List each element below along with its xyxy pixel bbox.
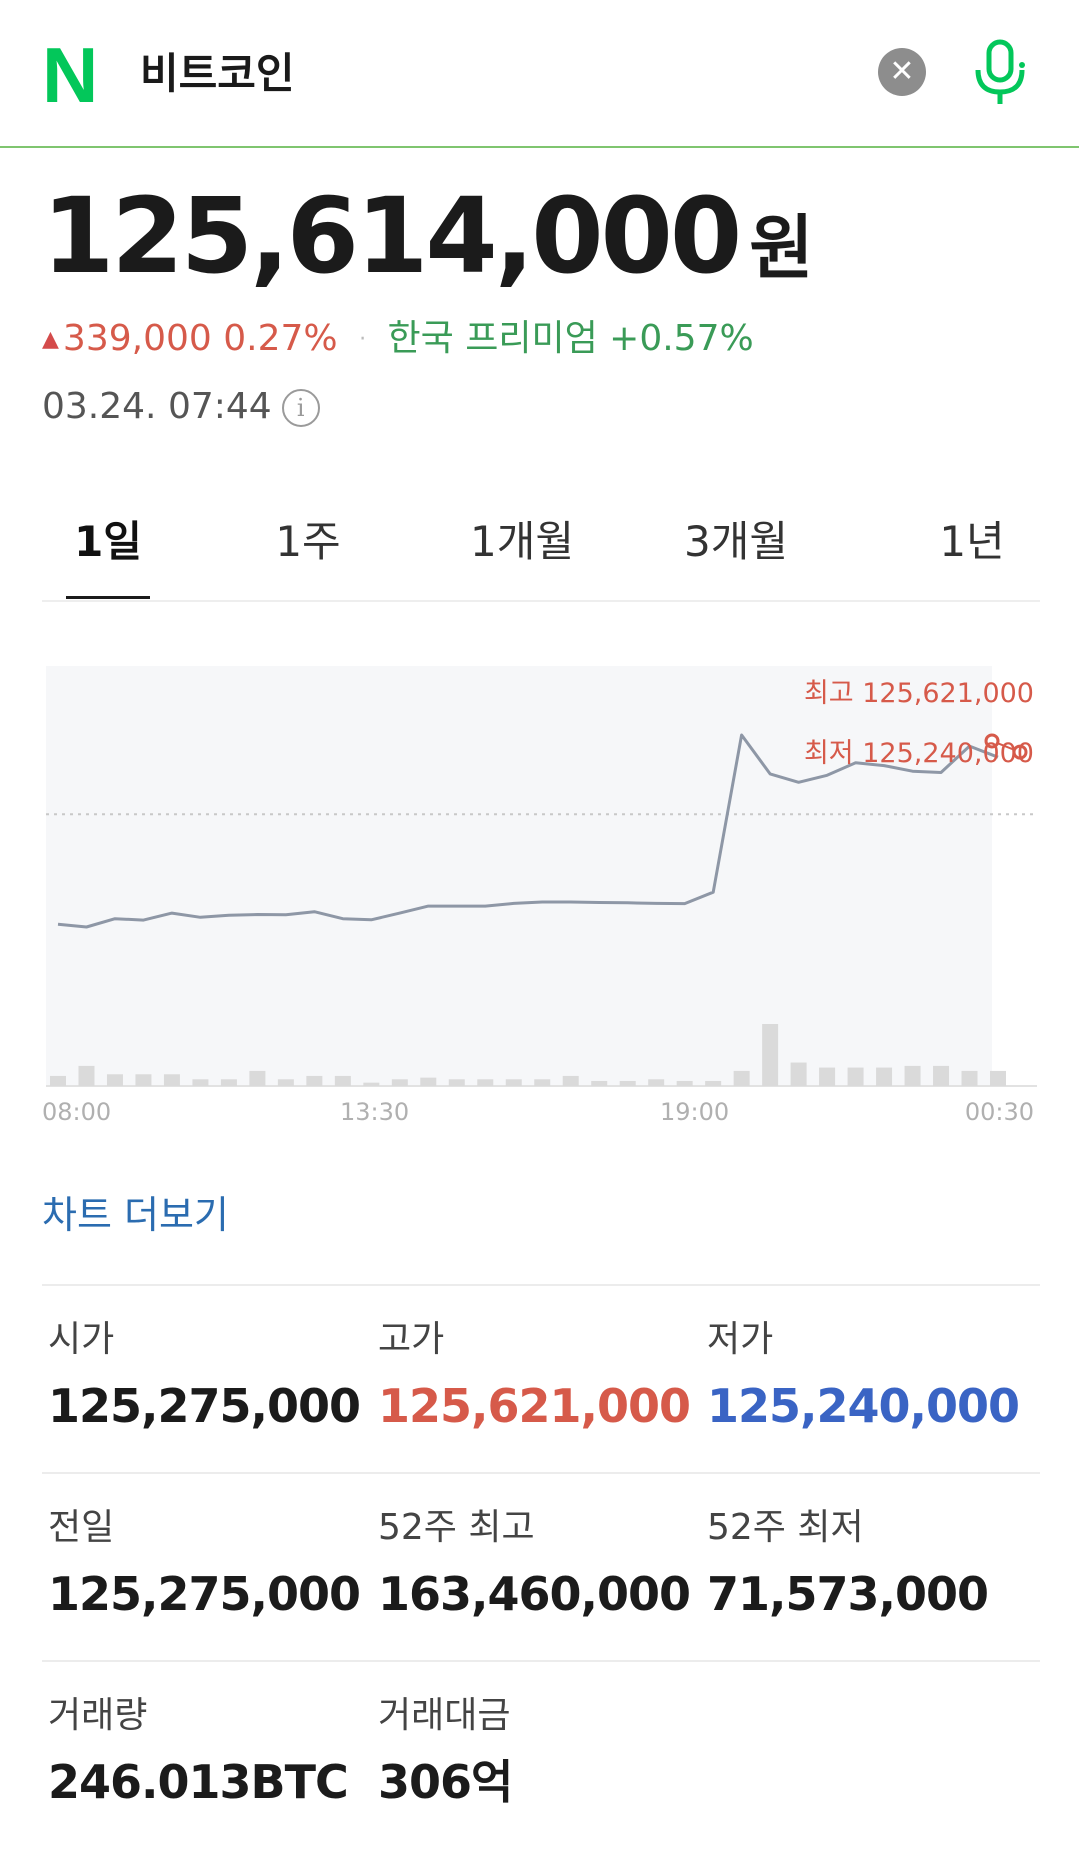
stat-52w-low-value: 71,573,000 — [707, 1567, 989, 1621]
volume-bar — [705, 1080, 722, 1086]
stat-low-value: 125,240,000 — [707, 1379, 1020, 1433]
volume-bar — [591, 1080, 608, 1086]
volume-bar — [220, 1079, 237, 1086]
volume-bar — [448, 1079, 465, 1086]
active-tab-underline — [66, 596, 150, 599]
volume-bar — [534, 1079, 551, 1086]
separator-dot: · — [359, 327, 367, 352]
stat-52w-low: 52주 최저 71,573,000 — [707, 1504, 989, 1624]
stat-52w-high-label: 52주 최고 — [378, 1507, 535, 1548]
volume-bar — [135, 1074, 152, 1086]
tab-1week[interactable]: 1주 — [275, 517, 341, 566]
timestamp-row: 03.24. 07:44 i — [42, 384, 320, 430]
price-chart[interactable]: 최고 125,621,000 최저 125,240,000 08:00 13:30 19… — [42, 660, 1042, 1130]
tab-3months[interactable]: 3개월 — [683, 517, 788, 566]
tab-1year[interactable]: 1년 — [939, 517, 1005, 566]
stat-52w-high: 52주 최고 163,460,000 — [378, 1504, 691, 1624]
volume-bar — [904, 1065, 921, 1086]
chart-low-label: 최저 125,240,000 — [804, 738, 1034, 769]
volume-bar — [477, 1079, 494, 1086]
volume-bar — [762, 1024, 779, 1086]
x-tick-label: 08:00 — [42, 1098, 111, 1126]
volume-bar — [933, 1065, 950, 1086]
volume-bar — [249, 1070, 266, 1086]
price-timestamp: 03.24. 07:44 — [42, 386, 272, 427]
volume-bar — [733, 1070, 750, 1086]
more-chart-link[interactable]: 차트 더보기 — [42, 1193, 229, 1237]
korea-premium-label: 한국 프리미엄 — [387, 318, 598, 359]
naver-logo[interactable]: N — [42, 31, 98, 119]
chart-high-label: 최고 125,621,000 — [804, 678, 1034, 709]
high-marker — [984, 733, 1000, 749]
current-price: 125,614,000 원 — [42, 176, 814, 296]
stat-trade-value-label: 거래대금 — [378, 1695, 511, 1736]
price-value: 125,614,000 — [42, 175, 742, 297]
volume-bar — [619, 1080, 636, 1086]
info-icon[interactable]: i — [281, 389, 320, 427]
search-query-text[interactable]: 비트코인 — [140, 49, 295, 98]
volume-bar — [819, 1067, 836, 1086]
stat-low: 저가 125,240,000 — [707, 1316, 1020, 1436]
price-chart-svg: 최고 125,621,000 최저 125,240,000 08:00 13:30 19… — [42, 666, 1037, 1126]
price-change-row: ▲ 339,000 0.27% · 한국 프리미엄 +0.57% — [42, 316, 754, 363]
volume-bar — [961, 1070, 978, 1086]
stat-high-label: 고가 — [378, 1319, 445, 1360]
tab-1day[interactable]: 1일 — [74, 517, 142, 566]
volume-bar — [363, 1082, 380, 1086]
volume-bar — [847, 1067, 864, 1086]
stat-prev-close-value: 125,275,000 — [48, 1567, 361, 1621]
stat-volume-value: 246.013BTC — [48, 1755, 349, 1809]
volume-bar — [334, 1075, 351, 1086]
volume-bar — [106, 1074, 123, 1086]
stat-52w-low-label: 52주 최저 — [707, 1507, 864, 1548]
stat-volume-label: 거래량 — [48, 1695, 148, 1736]
volume-bar — [790, 1062, 807, 1086]
x-tick-label: 19:00 — [660, 1098, 729, 1126]
stat-trade-value-value: 306억 — [378, 1755, 513, 1809]
volume-bar — [676, 1080, 693, 1086]
change-percent: 0.27% — [223, 318, 338, 359]
search-header: N 비트코인 ✕ — [0, 0, 1079, 148]
stat-volume: 거래량 246.013BTC — [48, 1692, 349, 1812]
volume-bar — [50, 1075, 66, 1086]
stats-divider-1 — [42, 1472, 1040, 1474]
stat-high-value: 125,621,000 — [378, 1379, 691, 1433]
volume-bar — [192, 1079, 209, 1086]
volume-bar — [163, 1074, 180, 1086]
x-tick-label: 13:30 — [340, 1098, 409, 1126]
chart-background — [46, 666, 992, 1086]
stat-open: 시가 125,275,000 — [48, 1316, 361, 1436]
stat-high: 고가 125,621,000 — [378, 1316, 691, 1436]
x-tick-label: 00:30 — [965, 1098, 1034, 1126]
up-arrow-icon: ▲ — [42, 327, 59, 352]
stats-divider-top — [42, 1284, 1040, 1286]
volume-bar — [277, 1079, 294, 1086]
stats-divider-2 — [42, 1660, 1040, 1662]
low-marker — [1012, 744, 1028, 760]
tab-1month[interactable]: 1개월 — [469, 517, 574, 566]
volume-bar — [562, 1075, 579, 1086]
stat-52w-high-value: 163,460,000 — [378, 1567, 691, 1621]
stat-prev-close-label: 전일 — [48, 1507, 115, 1548]
stat-open-value: 125,275,000 — [48, 1379, 361, 1433]
change-amount: 339,000 — [62, 318, 212, 359]
price-line — [57, 733, 999, 929]
period-tabs: 1일 1주 1개월 3개월 1년 — [42, 500, 1040, 602]
stat-low-label: 저가 — [707, 1319, 774, 1360]
clear-search-button[interactable]: ✕ — [878, 48, 926, 96]
volume-bar — [505, 1079, 522, 1086]
price-unit: 원 — [749, 207, 814, 289]
stat-trade-value: 거래대금 306억 — [378, 1692, 513, 1812]
volume-bar — [648, 1079, 665, 1086]
stat-open-label: 시가 — [48, 1319, 115, 1360]
volume-bar — [391, 1079, 408, 1086]
volume-bar — [306, 1075, 323, 1086]
volume-bar — [78, 1065, 95, 1086]
volume-bar — [876, 1067, 893, 1086]
volume-bar — [420, 1077, 437, 1086]
volume-bar — [990, 1070, 1006, 1086]
stat-prev-close: 전일 125,275,000 — [48, 1504, 361, 1624]
microphone-icon[interactable] — [972, 38, 1028, 108]
korea-premium-value: +0.57% — [609, 318, 754, 359]
